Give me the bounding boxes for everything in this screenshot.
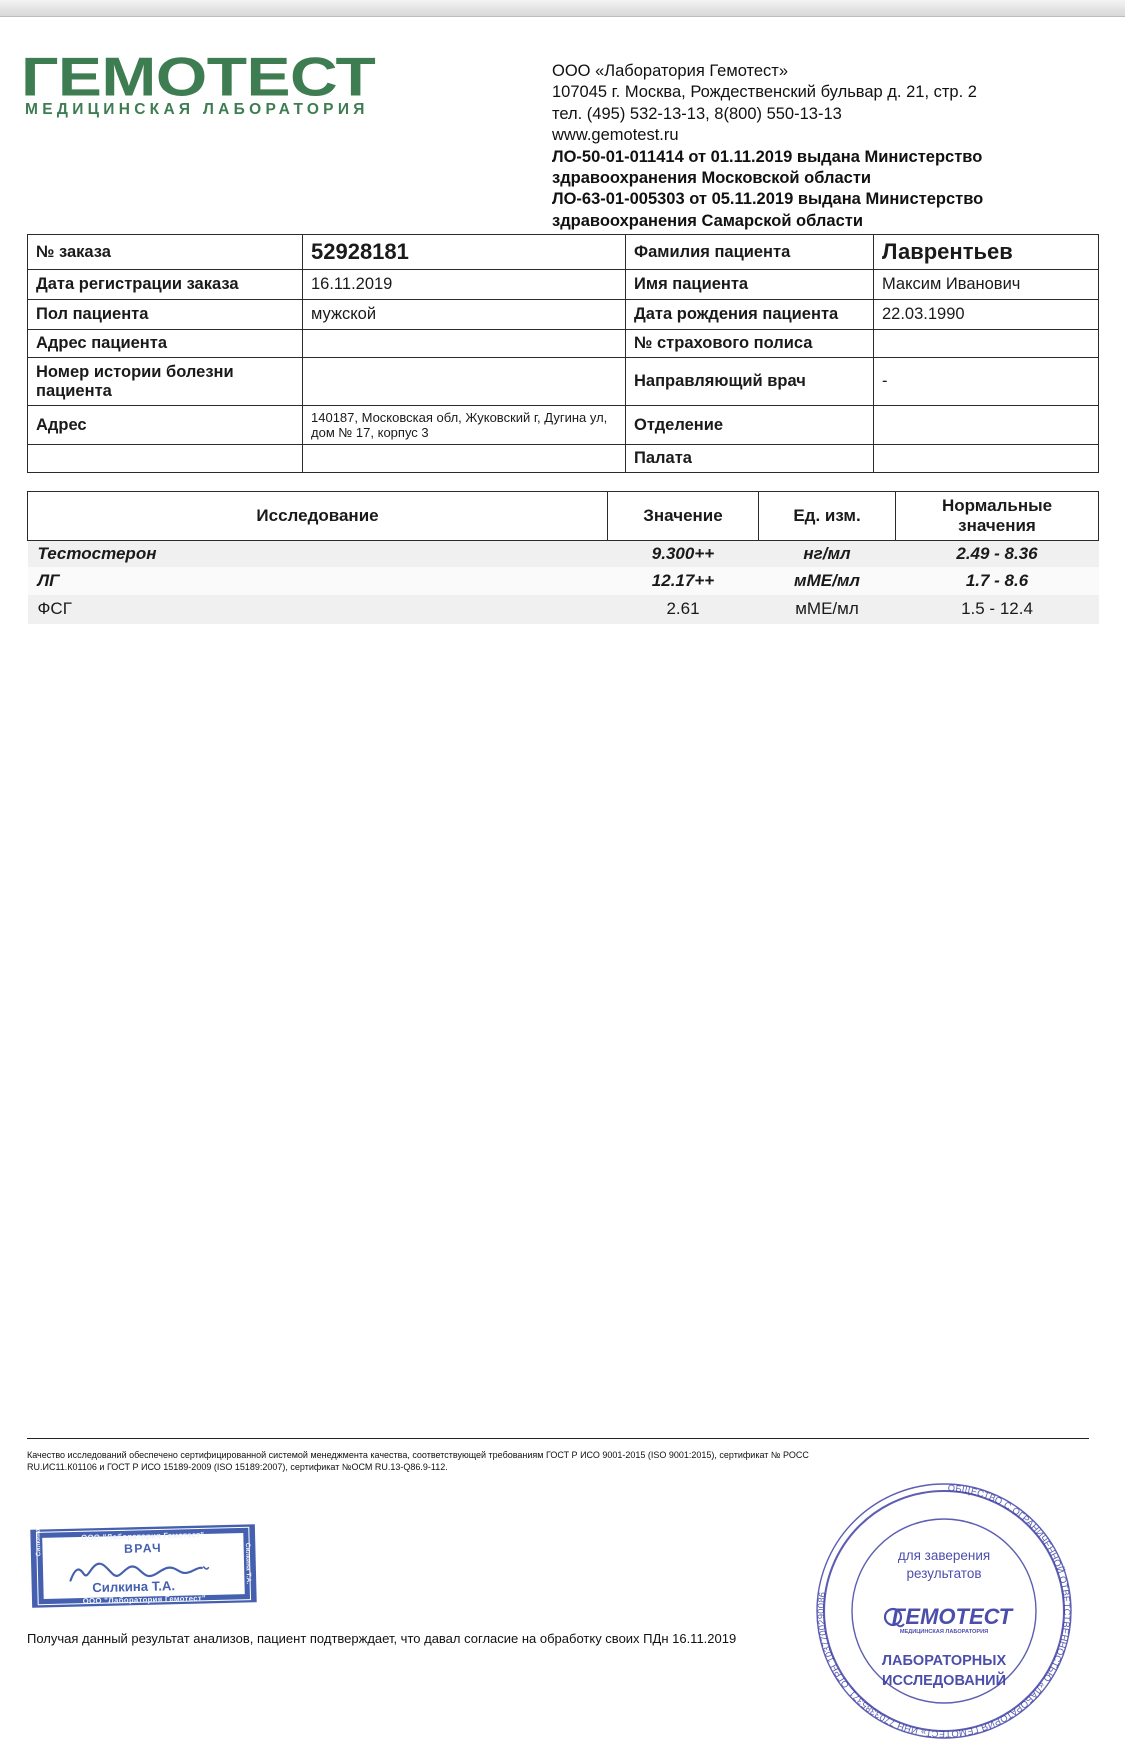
svg-text:Силкина Т.А.: Силкина Т.А. bbox=[244, 1543, 252, 1585]
svg-text:ИССЛЕДОВАНИЙ: ИССЛЕДОВАНИЙ bbox=[882, 1671, 1006, 1689]
svg-text:ЛАБОРАТОРНЫХ: ЛАБОРАТОРНЫХ bbox=[882, 1653, 1007, 1669]
svg-text:ВРАЧ: ВРАЧ bbox=[124, 1541, 162, 1556]
svg-text:результатов: результатов bbox=[906, 1566, 981, 1581]
svg-text:Силкина Т.А.: Силкина Т.А. bbox=[92, 1578, 175, 1595]
svg-text:МЕДИЦИНСКАЯ ЛАБОРАТОРИЯ: МЕДИЦИНСКАЯ ЛАБОРАТОРИЯ bbox=[900, 1629, 988, 1635]
svg-text:Силкина Т.А.: Силкина Т.А. bbox=[34, 1524, 42, 1556]
svg-text:ГЕМОТЕСТ: ГЕМОТЕСТ bbox=[892, 1604, 1014, 1629]
svg-text:для заверения: для заверения bbox=[898, 1548, 990, 1563]
